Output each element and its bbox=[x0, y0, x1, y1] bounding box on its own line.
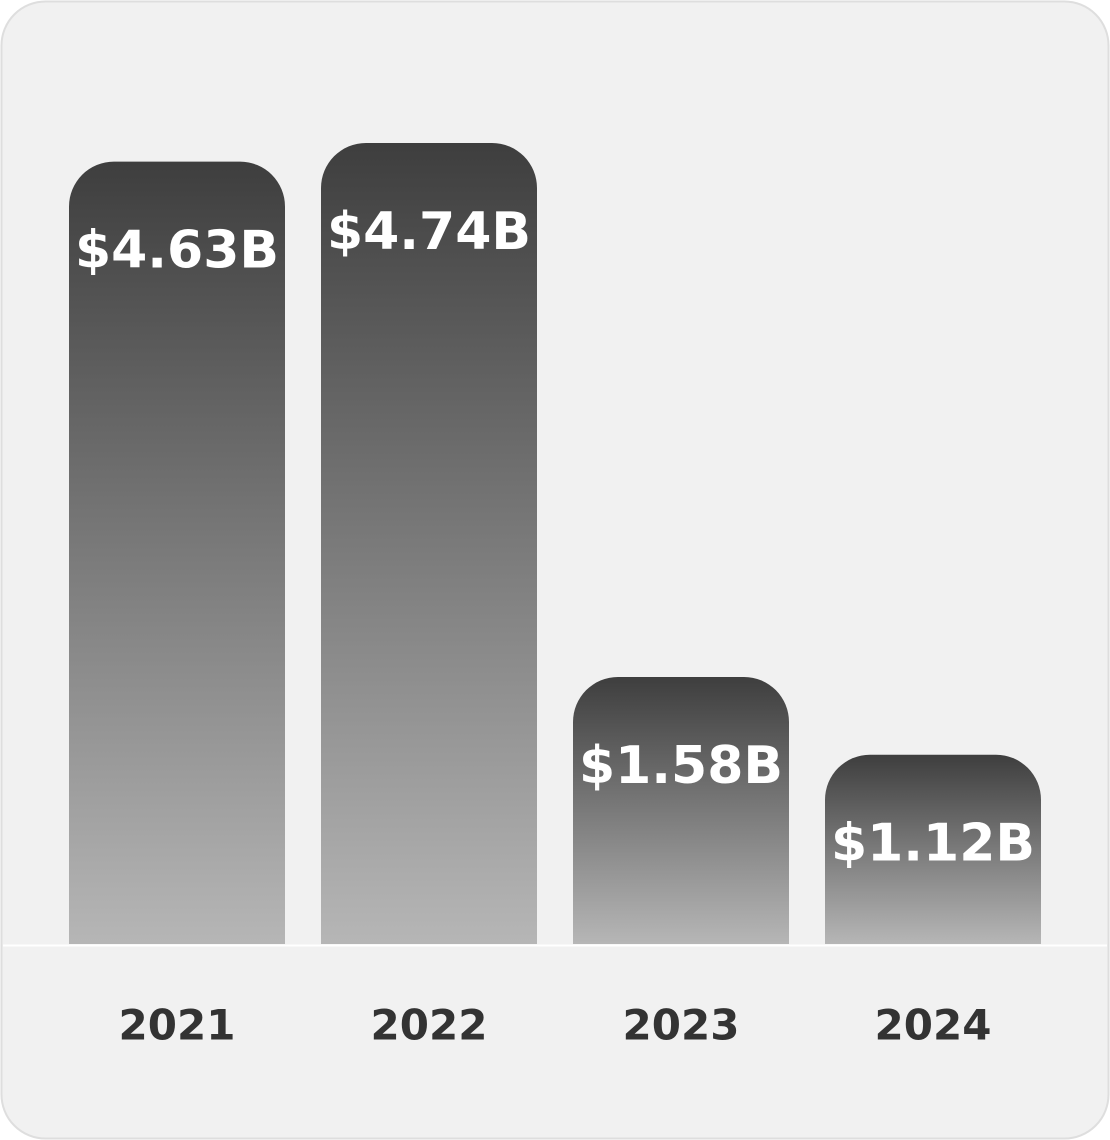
data-label: $1.12B bbox=[831, 814, 1035, 874]
bar bbox=[69, 161, 285, 944]
bar bbox=[321, 143, 537, 944]
x-tick-label: 2023 bbox=[623, 1001, 740, 1050]
x-tick-label: 2021 bbox=[119, 1001, 236, 1050]
x-tick-label: 2022 bbox=[371, 1001, 488, 1050]
data-label: $1.58B bbox=[579, 736, 783, 796]
bar bbox=[573, 677, 789, 944]
x-tick-label: 2024 bbox=[875, 1001, 992, 1050]
bar bbox=[825, 754, 1041, 944]
data-label: $4.63B bbox=[75, 221, 279, 281]
data-label: $4.74B bbox=[327, 202, 531, 262]
